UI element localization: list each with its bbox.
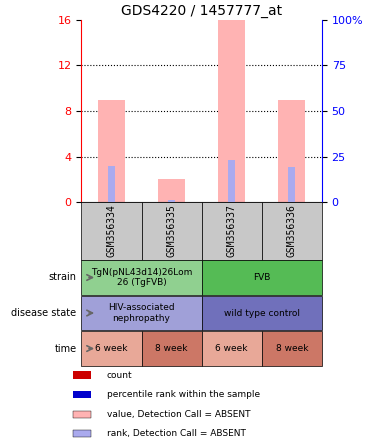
Bar xyxy=(228,160,235,202)
Text: HIV-associated
nephropathy: HIV-associated nephropathy xyxy=(108,303,175,323)
Bar xyxy=(288,167,296,202)
Text: disease state: disease state xyxy=(11,308,77,318)
Bar xyxy=(142,332,202,365)
Bar xyxy=(108,166,115,202)
Bar xyxy=(202,202,262,260)
Text: count: count xyxy=(107,371,132,380)
Bar xyxy=(202,332,262,365)
Bar xyxy=(73,372,91,379)
Bar xyxy=(262,332,322,365)
Bar xyxy=(73,391,91,398)
Bar xyxy=(81,202,142,260)
Bar xyxy=(218,20,245,202)
Text: GSM356336: GSM356336 xyxy=(287,204,297,258)
Text: 6 week: 6 week xyxy=(215,344,248,353)
Bar xyxy=(142,202,202,260)
Text: rank, Detection Call = ABSENT: rank, Detection Call = ABSENT xyxy=(107,429,246,438)
Bar xyxy=(168,200,175,202)
Text: GSM356337: GSM356337 xyxy=(227,204,237,258)
Bar xyxy=(98,99,125,202)
Bar xyxy=(202,261,322,294)
Text: percentile rank within the sample: percentile rank within the sample xyxy=(107,390,260,399)
Text: GSM356335: GSM356335 xyxy=(166,204,176,258)
Bar xyxy=(262,202,322,260)
Text: 8 week: 8 week xyxy=(276,344,308,353)
Text: strain: strain xyxy=(48,273,77,282)
Text: value, Detection Call = ABSENT: value, Detection Call = ABSENT xyxy=(107,410,250,419)
Bar xyxy=(81,261,202,294)
Bar xyxy=(73,411,91,418)
Text: time: time xyxy=(54,344,77,353)
Title: GDS4220 / 1457777_at: GDS4220 / 1457777_at xyxy=(121,4,282,18)
Text: 8 week: 8 week xyxy=(155,344,188,353)
Text: TgN(pNL43d14)26Lom
26 (TgFVB): TgN(pNL43d14)26Lom 26 (TgFVB) xyxy=(91,268,192,287)
Bar xyxy=(202,296,322,330)
Bar xyxy=(73,430,91,437)
Bar xyxy=(81,332,142,365)
Bar xyxy=(278,99,305,202)
Text: wild type control: wild type control xyxy=(224,309,300,317)
Bar xyxy=(158,179,185,202)
Text: 6 week: 6 week xyxy=(95,344,128,353)
Text: FVB: FVB xyxy=(253,273,270,282)
Text: GSM356334: GSM356334 xyxy=(107,204,117,258)
Bar xyxy=(81,296,202,330)
